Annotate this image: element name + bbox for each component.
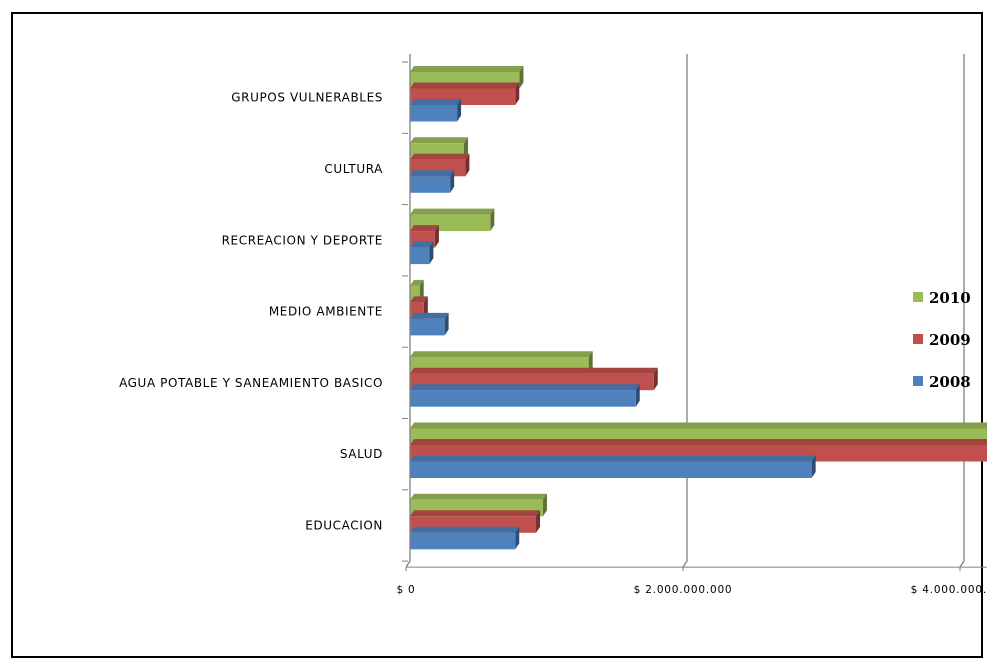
category-label: AGUA POTABLE Y SANEAMIENTO BASICO: [119, 376, 383, 390]
bar-2008: [410, 384, 640, 407]
y-axis: [405, 54, 411, 568]
category-label: SALUD: [340, 447, 383, 461]
legend-label: 2009: [929, 331, 971, 349]
gridline: [959, 54, 965, 568]
bar-2008: [410, 241, 434, 265]
legend-swatch: [913, 376, 923, 386]
gridline: [682, 54, 688, 568]
category-label: MEDIO AMBIENTE: [269, 305, 383, 319]
category-label: RECREACION Y DEPORTE: [222, 233, 383, 247]
category-label: CULTURA: [324, 162, 383, 176]
x-tick-label: $ 0: [396, 584, 415, 596]
bars-layer: [410, 66, 987, 550]
x-tick-label: $ 4.000.000.000: [911, 584, 987, 596]
legend-label: 2008: [929, 373, 971, 391]
legend: 2010 2009 2008: [913, 289, 971, 391]
chart-frame: [11, 12, 983, 658]
grid-layer: [682, 54, 965, 568]
category-label: EDUCACION: [305, 518, 383, 532]
legend-label: 2010: [929, 289, 971, 307]
labels-layer: $ 0$ 2.000.000.000$ 4.000.000.000$ 6.000…: [119, 91, 987, 596]
category-label: GRUPOS VULNERABLES: [231, 91, 383, 105]
axis-layer: [402, 54, 987, 572]
bar-2008: [410, 99, 462, 122]
bar-2008: [410, 455, 816, 478]
bar-2008: [410, 526, 520, 550]
bar-2008: [410, 312, 449, 336]
x-tick-label: $ 2.000.000.000: [634, 584, 733, 596]
legend-swatch: [913, 334, 923, 344]
legend-swatch: [913, 292, 923, 302]
bar-2008: [410, 170, 455, 193]
